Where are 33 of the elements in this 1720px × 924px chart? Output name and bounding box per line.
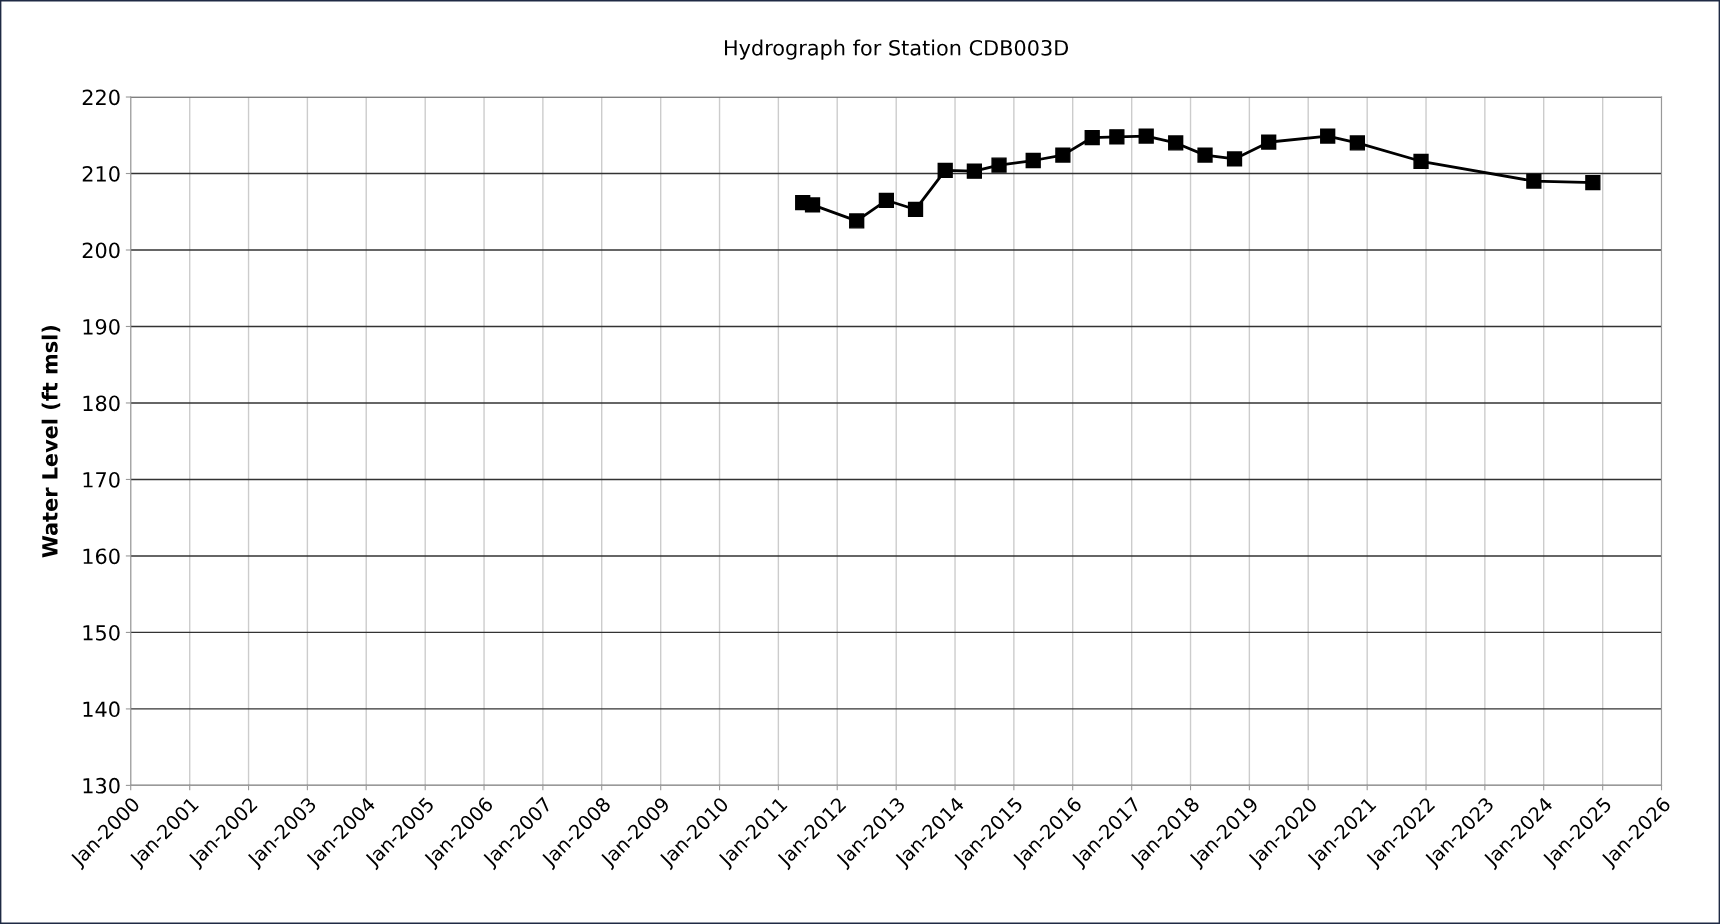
- y-axis-title: Water Level (ft msl): [41, 326, 61, 558]
- y-tick-label: 170: [83, 471, 120, 488]
- point: [937, 162, 953, 179]
- point: [907, 201, 924, 218]
- point: [1025, 152, 1041, 169]
- point: [1526, 173, 1542, 189]
- point: [991, 157, 1007, 173]
- y-tick-label: 200: [82, 242, 120, 259]
- point: [1413, 153, 1429, 169]
- chart-title: Hydrograph for Station CDB003D: [725, 39, 1069, 60]
- y-tick-label: 190: [83, 318, 120, 335]
- y-tick-label: 180: [83, 395, 120, 412]
- point: [1055, 147, 1071, 163]
- point: [1261, 134, 1277, 150]
- point: [1197, 147, 1213, 163]
- y-tick-label: 160: [83, 548, 120, 565]
- point: [1585, 175, 1601, 191]
- y-tick-label: 210: [82, 165, 120, 182]
- point: [1109, 129, 1125, 145]
- point: [878, 192, 895, 208]
- point: [1349, 135, 1365, 151]
- y-tick-label: 150: [83, 624, 120, 641]
- point: [1320, 128, 1336, 144]
- y-tick-label: 220: [82, 89, 120, 106]
- point: [804, 197, 821, 213]
- point: [1226, 151, 1243, 167]
- point: [966, 163, 983, 179]
- point: [849, 213, 865, 229]
- point: [1168, 135, 1184, 151]
- y-tick-label: 130: [83, 777, 120, 794]
- point: [1138, 128, 1154, 144]
- point: [1084, 129, 1100, 146]
- y-tick-label: 140: [83, 701, 120, 718]
